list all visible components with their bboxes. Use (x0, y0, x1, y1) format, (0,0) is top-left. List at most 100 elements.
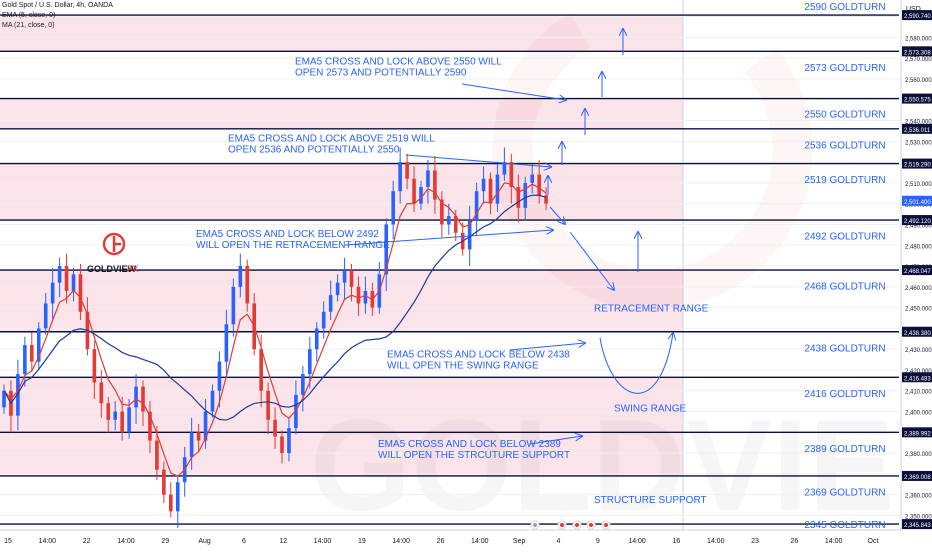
candle (273, 419, 277, 437)
price-axis[interactable]: USD2,590.0002,580.0002,570.0002,560.0002… (900, 0, 932, 550)
candle (384, 224, 389, 275)
moving-averages (3, 182, 547, 477)
price-badge: 2,345.843 (904, 523, 931, 529)
pink-zone-3 (0, 270, 683, 332)
candle (64, 266, 69, 291)
candle (447, 216, 451, 225)
candle (280, 436, 284, 454)
price-tick-label: 2,350.000 (905, 514, 932, 520)
time-tick-label: 12 (279, 538, 287, 545)
time-tick-label: 14:00 (392, 538, 410, 545)
time-tick-label: Oct (868, 538, 879, 545)
logo-suffix: FX (127, 264, 139, 274)
time-tick-label: 23 (751, 538, 759, 545)
price-badge-bg (902, 158, 932, 169)
candle (474, 191, 479, 221)
swing-curve (599, 333, 673, 394)
candle (287, 428, 291, 454)
candle (141, 386, 145, 412)
candle (224, 324, 229, 362)
ema-legend[interactable]: EMA (5, close, 0) (2, 12, 56, 19)
candle (488, 178, 493, 204)
chart-legend: Gold Spot / U.S. Dollar, 4h, OANDA EMA (… (2, 1, 113, 31)
price-badge-bg (902, 265, 932, 276)
candle (516, 187, 521, 208)
level-label-11: 2345 GOLDTURN (804, 520, 885, 531)
arrow-to-2519 (405, 154, 551, 167)
price-badge-bg (902, 215, 932, 226)
candle (23, 345, 27, 375)
time-tick-label: 16 (673, 538, 681, 545)
price-tick-label: 2,460.000 (905, 286, 932, 292)
price-badge: 2,590.740 (904, 14, 931, 20)
price-badge-bg (902, 46, 932, 57)
watermark: GOLDVIEW FX (492, 12, 813, 310)
candle (405, 162, 409, 179)
candle (391, 191, 395, 225)
candle (127, 407, 131, 433)
event-icon-dot (604, 523, 608, 527)
time-tick-label: 15 (4, 538, 12, 545)
candle (43, 303, 48, 329)
candle (301, 374, 305, 395)
annotation-3: EMA5 CROSS AND LOCK BELOW 2438 WILL OPEN … (387, 349, 570, 371)
annotation-0: EMA5 CROSS AND LOCK ABOVE 2550 WILL OPEN … (295, 56, 502, 78)
candle (169, 494, 173, 512)
candle (308, 349, 312, 375)
candle (175, 482, 180, 512)
price-badge: 2,389.992 (904, 431, 931, 437)
arrow-to-retracement (569, 231, 614, 290)
candle (294, 394, 298, 429)
price-tick-label: 2,380.000 (905, 452, 932, 458)
candle (363, 290, 368, 304)
candle (314, 328, 319, 350)
event-icon-dot (575, 523, 579, 527)
candle (523, 182, 528, 208)
symbol-title[interactable]: Gold Spot / U.S. Dollar, 4h, OANDA (2, 2, 113, 9)
ma-legend[interactable]: MA (21, close, 0) (2, 22, 55, 29)
candle (259, 349, 263, 391)
currency-label: USD (906, 6, 921, 13)
level-label-4: 2519 GOLDTURN (804, 175, 885, 186)
candle (148, 411, 152, 441)
candle (162, 469, 166, 495)
candle (231, 286, 236, 325)
candle (217, 361, 222, 391)
time-axis[interactable]: 15 14:00 22 14:00 29 Aug 6 12 14:00 19 14:00 26 14:0… (0, 520, 901, 550)
time-tick-label: 14:00 (707, 538, 725, 545)
price-badge-bg (902, 519, 932, 530)
ema5-line (3, 182, 547, 477)
price-badge: 2,573.308 (904, 50, 931, 56)
price-tick-label: 2,570.000 (905, 57, 932, 63)
candle (419, 187, 423, 204)
arrow-down-2492 (549, 206, 565, 224)
price-tick-label: 2,360.000 (905, 494, 932, 500)
price-badge-bg (902, 195, 932, 206)
candle (321, 311, 326, 329)
time-tick-label: Aug (198, 538, 211, 545)
logo-name: GOLDVIEW (87, 264, 137, 274)
price-tick-label: 2,420.000 (905, 369, 932, 375)
candle (2, 390, 6, 408)
price-badge: 2,501.400 (904, 200, 931, 206)
candle (106, 403, 111, 420)
candle (453, 216, 458, 233)
price-badge-bg (902, 372, 932, 383)
time-tick-label: 22 (83, 538, 91, 545)
range-label-0: RETRACEMENT RANGE (594, 304, 709, 315)
ma21-line (3, 194, 547, 421)
candle (120, 411, 124, 433)
level-label-10: 2369 GOLDTURN (804, 488, 885, 499)
logo-g-icon (112, 236, 121, 252)
candle (509, 162, 514, 188)
candle (495, 174, 500, 204)
level-label-1: 2573 GOLDTURN (804, 63, 885, 74)
price-badge-bg (902, 470, 932, 481)
candle (544, 195, 548, 204)
price-badge-bg (902, 326, 932, 337)
candle (433, 170, 437, 200)
pink-zone-2 (0, 163, 683, 221)
price-tick-label: 2,510.000 (905, 182, 932, 188)
arrow-to-2492 (344, 230, 553, 246)
